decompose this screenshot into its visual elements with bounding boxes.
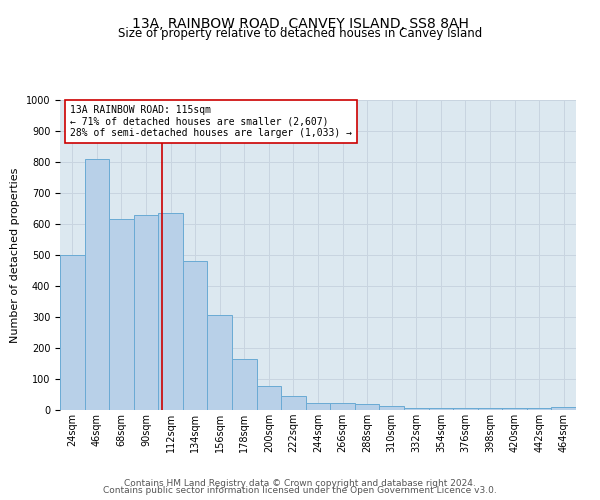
Text: Size of property relative to detached houses in Canvey Island: Size of property relative to detached ho… xyxy=(118,28,482,40)
Bar xyxy=(502,408,527,410)
Bar xyxy=(306,403,330,410)
Bar xyxy=(109,220,134,410)
Text: 13A RAINBOW ROAD: 115sqm
← 71% of detached houses are smaller (2,607)
28% of sem: 13A RAINBOW ROAD: 115sqm ← 71% of detach… xyxy=(70,104,352,138)
Bar xyxy=(551,407,576,410)
Bar xyxy=(330,403,355,410)
Bar xyxy=(527,408,551,410)
Bar xyxy=(232,360,257,410)
Y-axis label: Number of detached properties: Number of detached properties xyxy=(10,168,20,342)
Bar xyxy=(158,213,183,410)
Bar xyxy=(453,408,478,410)
Text: 13A, RAINBOW ROAD, CANVEY ISLAND, SS8 8AH: 13A, RAINBOW ROAD, CANVEY ISLAND, SS8 8A… xyxy=(131,18,469,32)
Text: Contains public sector information licensed under the Open Government Licence v3: Contains public sector information licen… xyxy=(103,486,497,495)
Bar xyxy=(60,255,85,410)
Bar xyxy=(85,159,109,410)
Bar xyxy=(478,408,502,410)
Bar xyxy=(355,404,379,410)
Bar xyxy=(183,261,208,410)
Bar xyxy=(379,406,404,410)
Bar xyxy=(281,396,306,410)
Bar xyxy=(404,408,428,410)
Text: Contains HM Land Registry data © Crown copyright and database right 2024.: Contains HM Land Registry data © Crown c… xyxy=(124,478,476,488)
Bar xyxy=(134,214,158,410)
Bar xyxy=(257,386,281,410)
Bar xyxy=(428,408,453,410)
Bar xyxy=(208,314,232,410)
